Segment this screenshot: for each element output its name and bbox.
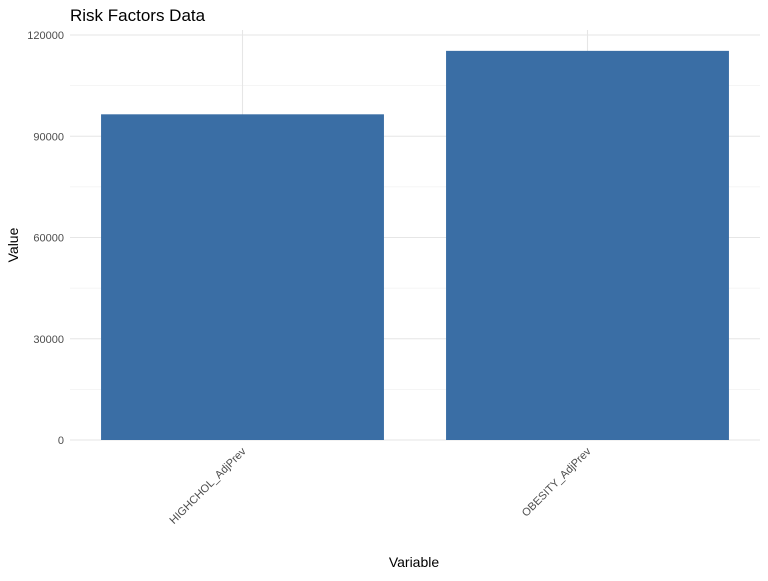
y-tick-label: 90000 — [33, 131, 64, 143]
y-tick-label: 30000 — [33, 334, 64, 346]
y-tick-label: 60000 — [33, 233, 64, 245]
bars — [101, 50, 729, 441]
y-tick-label: 0 — [58, 435, 64, 447]
x-tick-labels: HIGHCHOL_AdjPrev OBESITY_AdjPrev — [168, 445, 594, 526]
y-tick-labels: 0 30000 60000 90000 120000 — [27, 30, 64, 447]
x-axis-label: Variable — [389, 554, 440, 570]
chart-title: Risk Factors Data — [70, 6, 206, 25]
x-tick-label: OBESITY_AdjPrev — [520, 445, 594, 519]
x-tick-label: HIGHCHOL_AdjPrev — [168, 445, 249, 526]
y-tick-label: 120000 — [27, 30, 64, 42]
bar-obesity-adjprev — [446, 50, 729, 441]
bar-highchol-adjprev — [101, 114, 384, 440]
y-axis-label: Value — [5, 227, 21, 262]
